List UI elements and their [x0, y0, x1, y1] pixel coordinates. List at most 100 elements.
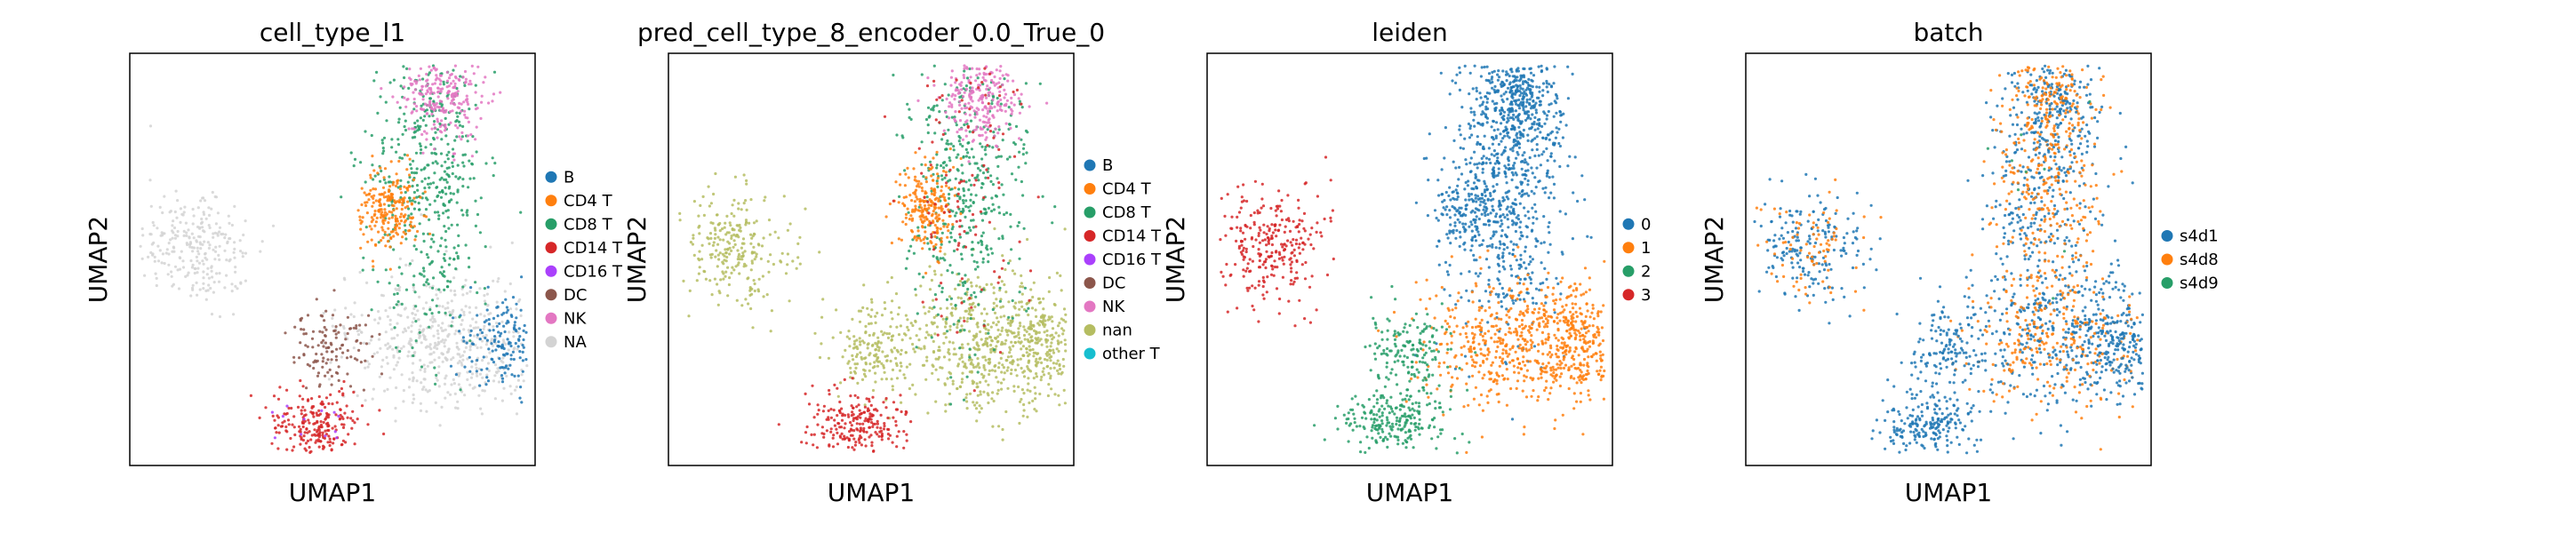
scatter-point — [1003, 212, 1006, 217]
scatter-point — [699, 203, 702, 207]
scatter-point — [418, 328, 421, 331]
scatter-point — [457, 234, 460, 237]
scatter-point — [954, 94, 957, 98]
scatter-point — [1004, 329, 1008, 332]
scatter-point — [364, 193, 368, 197]
scatter-point — [868, 322, 871, 326]
scatter-point — [272, 394, 276, 398]
scatter-point — [328, 441, 332, 444]
scatter-point — [997, 81, 1001, 84]
scatter-point — [948, 392, 951, 395]
scatter-point — [1548, 196, 1551, 200]
scatter-point — [950, 115, 954, 119]
scatter-point — [450, 383, 453, 386]
scatter-point — [871, 343, 875, 346]
scatter-point — [961, 281, 964, 284]
scatter-point — [902, 430, 906, 434]
scatter-point — [420, 88, 424, 91]
scatter-point — [411, 83, 414, 86]
scatter-point — [395, 231, 398, 235]
scatter-point — [1463, 137, 1467, 140]
scatter-point — [978, 366, 981, 370]
scatter-point — [196, 271, 199, 274]
scatter-point — [1020, 92, 1023, 96]
scatter-point — [894, 180, 898, 184]
scatter-point — [767, 270, 771, 274]
scatter-point — [396, 179, 399, 183]
scatter-point — [456, 362, 460, 365]
scatter-point — [1003, 103, 1006, 107]
scatter-point — [960, 127, 964, 131]
scatter-point — [393, 226, 396, 229]
scatter-point — [477, 394, 481, 397]
scatter-point — [483, 314, 486, 318]
scatter-point — [429, 245, 433, 249]
scatter-point — [940, 231, 944, 235]
scatter-point — [1051, 320, 1054, 323]
scatter-point — [678, 219, 682, 222]
legend-label: DC — [1102, 274, 1125, 293]
scatter-point — [987, 401, 990, 405]
scatter-point — [163, 232, 166, 235]
scatter-point — [978, 118, 982, 122]
scatter-point — [475, 366, 478, 370]
scatter-point — [500, 399, 505, 402]
scatter-point — [508, 363, 512, 367]
scatter-point — [979, 126, 982, 130]
scatter-point — [1047, 290, 1051, 293]
scatter-point — [971, 173, 974, 177]
scatter-point — [359, 227, 363, 231]
scatter-point — [191, 263, 195, 266]
scatter-point — [511, 350, 516, 354]
scatter-point — [983, 342, 987, 346]
scatter-point — [446, 391, 450, 394]
scatter-point — [400, 302, 404, 306]
scatter-point — [768, 233, 772, 236]
scatter-point — [436, 128, 440, 131]
scatter-point — [213, 250, 218, 253]
scatter-point — [414, 248, 418, 251]
scatter-point — [1481, 171, 1484, 174]
scatter-point — [379, 179, 382, 183]
scatter-point — [392, 337, 396, 340]
scatter-point — [1014, 335, 1018, 338]
scatter-point — [940, 174, 944, 178]
scatter-point — [743, 262, 747, 266]
scatter-point — [389, 230, 393, 234]
scatter-point — [966, 124, 970, 128]
scatter-point — [698, 250, 701, 253]
scatter-point — [1504, 166, 1508, 170]
scatter-point — [969, 81, 972, 84]
scatter-point — [391, 95, 395, 99]
scatter-point — [1477, 299, 1482, 303]
scatter-point — [509, 357, 513, 361]
scatter-point — [984, 131, 988, 134]
scatter-point — [1004, 359, 1008, 362]
scatter-point — [948, 196, 951, 200]
scatter-point — [739, 226, 742, 229]
scatter-point — [502, 340, 506, 344]
scatter-point — [971, 212, 975, 217]
scatter-point — [424, 208, 428, 211]
scatter-point — [324, 341, 327, 345]
scatter-point — [436, 90, 440, 93]
scatter-point — [816, 423, 820, 426]
scatter-point — [1021, 345, 1025, 348]
scatter-point — [876, 355, 880, 360]
scatter-point — [960, 88, 964, 91]
scatter-point — [320, 426, 324, 429]
scatter-point — [428, 232, 432, 235]
scatter-point — [940, 273, 943, 277]
scatter-point — [440, 266, 444, 269]
scatter-point — [405, 187, 410, 190]
scatter-point — [512, 346, 516, 350]
scatter-point — [474, 281, 477, 284]
scatter-point — [988, 357, 991, 361]
scatter-point — [1494, 246, 1498, 250]
scatter-point — [512, 326, 516, 330]
scatter-point — [807, 402, 812, 406]
scatter-point — [501, 338, 506, 342]
scatter-point — [476, 326, 480, 330]
scatter-point — [859, 416, 862, 419]
scatter-point — [1028, 105, 1031, 108]
